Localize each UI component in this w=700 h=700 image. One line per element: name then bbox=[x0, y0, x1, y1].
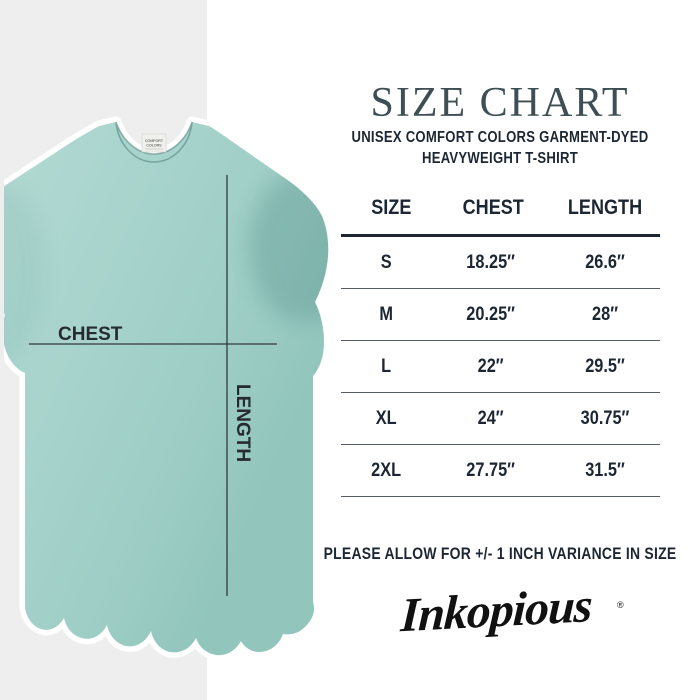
svg-text:COLORS: COLORS bbox=[146, 144, 162, 148]
svg-text:Inkopious: Inkopious bbox=[398, 579, 593, 642]
svg-text:COMFORT: COMFORT bbox=[145, 139, 164, 143]
svg-text:®: ® bbox=[617, 600, 624, 610]
svg-text:CHEST: CHEST bbox=[58, 324, 123, 345]
svg-text:LENGTH: LENGTH bbox=[232, 384, 253, 462]
